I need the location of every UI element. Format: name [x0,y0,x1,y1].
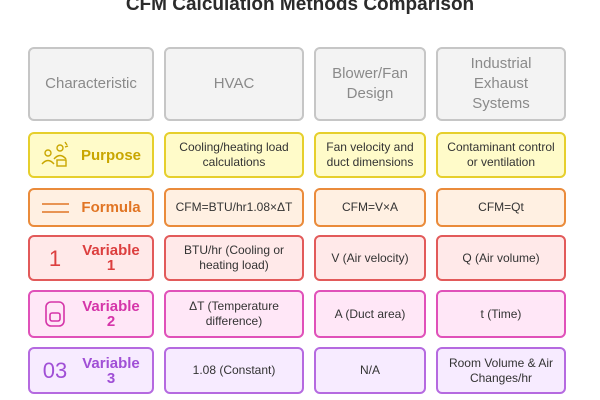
two-lines-icon [38,193,72,223]
people-icon [38,140,72,170]
header-hvac: HVAC [164,47,304,121]
number-2-icon [38,299,72,329]
header-industrial-exhaust: Industrial Exhaust Systems [436,47,566,121]
cell-variable2-blower: A (Duct area) [314,290,426,338]
row-label-variable-2: Variable 2 [28,290,154,338]
cell-formula-blower: CFM=V×A [314,188,426,227]
row-label-formula: Formula [28,188,154,227]
cell-purpose-industrial: Contaminant control or ventilation [436,132,566,178]
row-label-purpose: Purpose [28,132,154,178]
row-label-text: Formula [81,199,141,216]
cell-variable1-blower: V (Air velocity) [314,235,426,281]
cell-purpose-hvac: Cooling/heating load calculations [164,132,304,178]
header-characteristic: Characteristic [28,47,154,121]
row-label-text: Purpose [80,146,141,164]
header-blower-fan-design: Blower/Fan Design [314,47,426,121]
cell-variable3-hvac: 1.08 (Constant) [164,347,304,394]
row-label-variable-1: 1 Variable 1 [28,235,154,281]
cell-variable3-industrial: Room Volume & Air Changes/hr [436,347,566,394]
cell-variable3-blower: N/A [314,347,426,394]
cell-variable2-hvac: ΔT (Temperature difference) [164,290,304,338]
cell-variable1-hvac: BTU/hr (Cooling or heating load) [164,235,304,281]
number-03-icon: 03 [42,358,68,383]
cell-variable1-industrial: Q (Air volume) [436,235,566,281]
row-label-text: Variable 1 [82,242,140,274]
diagram-title: CFM Calculation Methods Comparison [125,0,475,15]
row-label-text: Variable 2 [82,298,140,330]
row-label-variable-3: 03 Variable 3 [28,347,154,394]
row-label-text: Variable 3 [82,354,140,387]
number-1-icon: 1 [48,245,62,271]
cell-formula-industrial: CFM=Qt [436,188,566,227]
cell-formula-hvac: CFM=BTU/hr1.08×ΔT [164,188,304,227]
cell-variable2-industrial: t (Time) [436,290,566,338]
cell-purpose-blower: Fan velocity and duct dimensions [314,132,426,178]
